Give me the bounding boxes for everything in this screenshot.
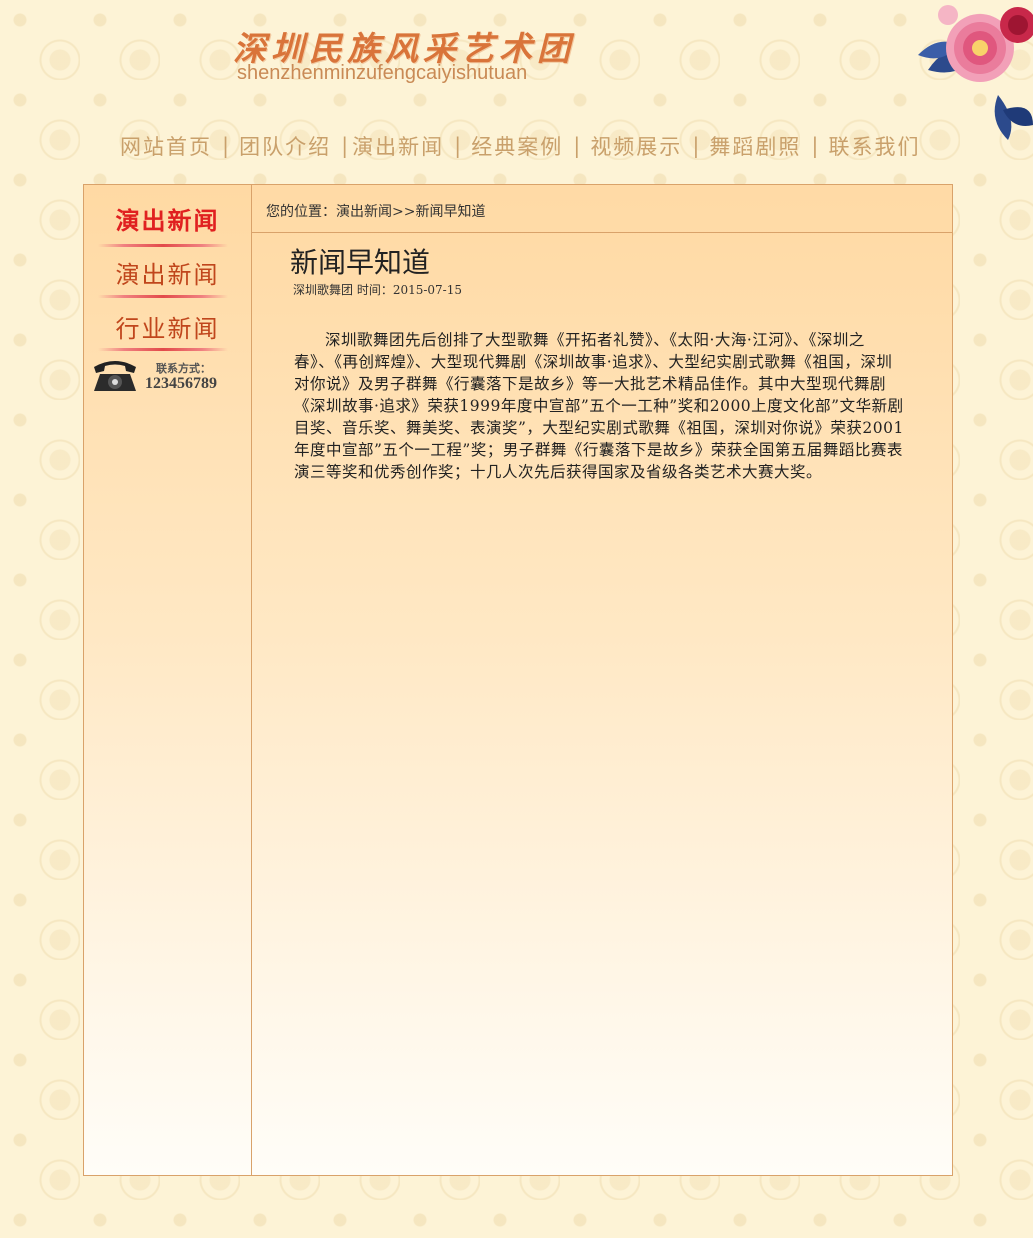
nav-separator: | (341, 134, 349, 158)
logo-pinyin-title: shenzhenminzufengcaiyishutuan (237, 62, 528, 84)
main-nav: 网站首页 | 团队介绍 | 演出新闻 | 经典案例 | 视频展示 | 舞蹈剧照 … (120, 128, 920, 164)
nav-separator: | (454, 134, 462, 158)
sidebar-divider (98, 244, 228, 247)
nav-home[interactable]: 网站首页 (120, 135, 212, 159)
contact-box: 联系方式： 123456789 (90, 357, 240, 397)
nav-dance-photos[interactable]: 舞蹈剧照 (709, 135, 802, 159)
sidebar-item-industry-news[interactable]: 行业新闻 (115, 315, 220, 343)
sidebar: 演出新闻 演出新闻 行业新闻 联系方式： 123456789 (84, 185, 252, 1175)
article-meta: 深圳歌舞团 时间：2015-07-15 (293, 283, 463, 297)
nav-video[interactable]: 视频展示 (590, 135, 683, 159)
nav-separator: | (811, 134, 819, 158)
nav-separator: | (692, 134, 700, 158)
nav-contact[interactable]: 联系我们 (828, 135, 921, 159)
main-content: 您的位置：演出新闻>>新闻早知道 新闻早知道 深圳歌舞团 时间：2015-07-… (252, 185, 952, 1175)
sidebar-divider (98, 348, 228, 351)
nav-separator: | (573, 134, 581, 158)
nav-performance-news[interactable]: 演出新闻 (352, 135, 445, 159)
nav-classic-cases[interactable]: 经典案例 (471, 135, 564, 159)
sidebar-title: 演出新闻 (115, 206, 220, 235)
telephone-icon (94, 361, 136, 391)
logo-chinese-title: 深圳民族风采艺术团 (233, 29, 575, 68)
contact-label: 联系方式： (156, 362, 211, 375)
article-title: 新闻早知道 (290, 246, 431, 279)
article-body: 深圳歌舞团先后创排了大型歌舞《开拓者礼赞》、《太阳·大海·江河》、《深圳之春》、… (294, 331, 904, 481)
breadcrumb-text: 您的位置：演出新闻>>新闻早知道 (266, 204, 486, 220)
contact-number: 123456789 (145, 375, 217, 392)
content-frame: 演出新闻 演出新闻 行业新闻 联系方式： 123456789 您的位置：演出新闻… (83, 184, 953, 1176)
nav-separator: | (222, 134, 230, 158)
peony-flower-icon (918, 5, 1033, 140)
breadcrumb: 您的位置：演出新闻>>新闻早知道 (252, 185, 952, 233)
sidebar-divider (98, 295, 228, 298)
nav-team-intro[interactable]: 团队介绍 (239, 135, 332, 159)
sidebar-item-performance-news[interactable]: 演出新闻 (115, 261, 220, 289)
